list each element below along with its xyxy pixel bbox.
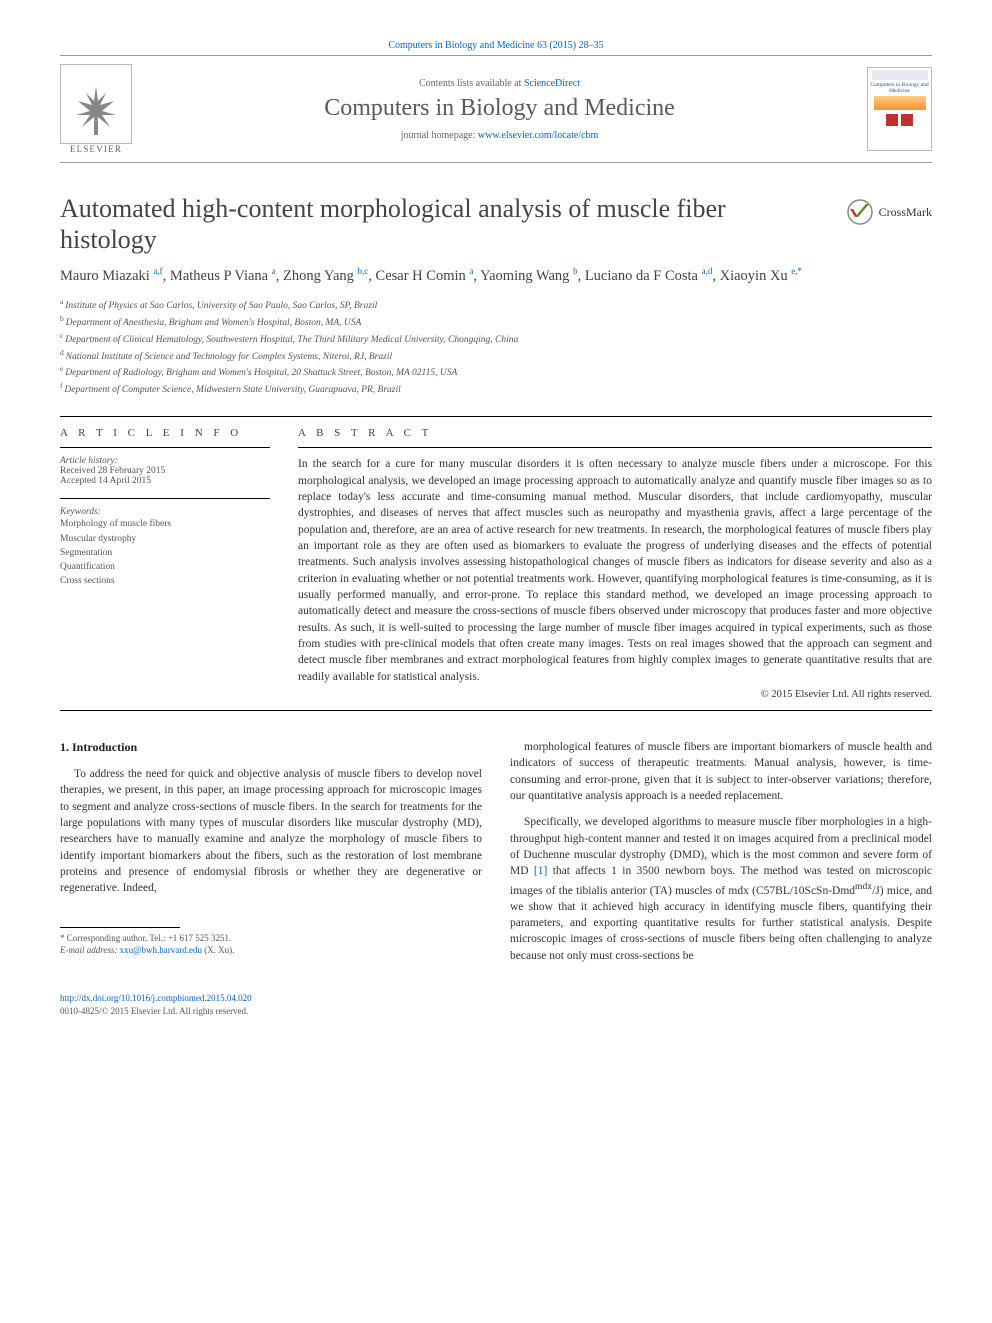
accepted-date: Accepted 14 April 2015 [60, 476, 270, 486]
sciencedirect-link[interactable]: ScienceDirect [524, 78, 580, 89]
journal-cover-thumbnail: Computers in Biology and Medicine [867, 67, 932, 151]
received-date: Received 28 February 2015 [60, 466, 270, 476]
corr-email-link[interactable]: xxu@bwh.harvard.edu [120, 945, 202, 955]
article-title: Automated high-content morphological ana… [60, 193, 827, 255]
author-name: , Yaoming Wang [473, 268, 573, 284]
journal-homepage-link[interactable]: www.elsevier.com/locate/cbm [478, 130, 598, 141]
keyword: Cross sections [60, 574, 270, 588]
body-paragraph: Specifically, we developed algorithms to… [510, 814, 932, 964]
superscript: mdx [855, 881, 872, 892]
author-name: , Luciano da F Costa [578, 268, 702, 284]
crossmark-icon [847, 199, 873, 225]
issn-copyright-line: 0010-4825/© 2015 Elsevier Ltd. All right… [60, 1006, 248, 1016]
doi-link[interactable]: http://dx.doi.org/10.1016/j.compbiomed.2… [60, 993, 252, 1003]
keywords-label: Keywords: [60, 507, 270, 517]
abstract-text: In the search for a cure for many muscul… [298, 456, 932, 685]
elsevier-tree-icon [60, 64, 132, 144]
author-affil-sup: a,d [702, 266, 713, 276]
cover-caption: Computers in Biology and Medicine [870, 82, 929, 94]
section-1-heading: 1. Introduction [60, 739, 482, 756]
divider-rule-2 [60, 710, 932, 711]
homepage-prefix: journal homepage: [401, 130, 478, 141]
author-name: , Zhong Yang [276, 268, 358, 284]
author-affil-sup: a,f [153, 266, 162, 276]
email-label: E-mail address: [60, 945, 120, 955]
affiliation-line: f Department of Computer Science, Midwes… [60, 381, 932, 398]
abstract-copyright: © 2015 Elsevier Ltd. All rights reserved… [298, 689, 932, 700]
body-paragraph: morphological features of muscle fibers … [510, 739, 932, 804]
author-affil-sup: b,c [358, 266, 369, 276]
author-name: , Cesar H Comin [368, 268, 469, 284]
footnote-rule [60, 927, 180, 928]
abstract-heading: A B S T R A C T [298, 427, 932, 439]
affiliation-line: c Department of Clinical Hematology, Sou… [60, 331, 932, 348]
body-paragraph: To address the need for quick and object… [60, 766, 482, 897]
journal-masthead: ELSEVIER Contents lists available at Sci… [60, 55, 932, 163]
affiliation-line: b Department of Anesthesia, Brigham and … [60, 314, 932, 331]
author-name: , Matheus P Viana [163, 268, 272, 284]
corresponding-author-footnote: * Corresponding author. Tel.: +1 617 525… [60, 932, 482, 957]
affiliation-line: d National Institute of Science and Tech… [60, 348, 932, 365]
divider-rule [60, 416, 932, 417]
crossmark-label: CrossMark [879, 205, 932, 220]
body-column-left: 1. Introduction To address the need for … [60, 739, 482, 974]
contents-available-line: Contents lists available at ScienceDirec… [132, 78, 867, 89]
body-column-right: morphological features of muscle fibers … [510, 739, 932, 974]
keyword: Muscular dystrophy [60, 532, 270, 546]
author-name: Mauro Miazaki [60, 268, 153, 284]
elsevier-wordmark: ELSEVIER [70, 144, 122, 154]
journal-name: Computers in Biology and Medicine [132, 95, 867, 122]
contents-prefix: Contents lists available at [419, 78, 524, 89]
running-head: Computers in Biology and Medicine 63 (20… [60, 40, 932, 51]
abstract-column: A B S T R A C T In the search for a cure… [298, 427, 932, 700]
email-suffix: (X. Xu). [202, 945, 235, 955]
article-info-heading: A R T I C L E I N F O [60, 427, 270, 439]
author-name: , Xiaoyin Xu [712, 268, 791, 284]
affiliation-list: a Institute of Physics at Sao Carlos, Un… [60, 297, 932, 399]
journal-homepage-line: journal homepage: www.elsevier.com/locat… [132, 130, 867, 141]
corr-author-line: * Corresponding author. Tel.: +1 617 525… [60, 932, 482, 945]
citation-ref[interactable]: [1] [534, 865, 547, 877]
author-list: Mauro Miazaki a,f, Matheus P Viana a, Zh… [60, 265, 932, 286]
elsevier-logo-block: ELSEVIER [60, 64, 132, 154]
keyword: Quantification [60, 560, 270, 574]
article-history-label: Article history: [60, 456, 270, 466]
article-info-column: A R T I C L E I N F O Article history: R… [60, 427, 270, 700]
keyword: Morphology of muscle fibers [60, 517, 270, 531]
keywords-list: Morphology of muscle fibersMuscular dyst… [60, 517, 270, 588]
keyword: Segmentation [60, 546, 270, 560]
affiliation-line: e Department of Radiology, Brigham and W… [60, 364, 932, 381]
affiliation-line: a Institute of Physics at Sao Carlos, Un… [60, 297, 932, 314]
author-affil-sup: e,* [791, 266, 802, 276]
running-head-link[interactable]: Computers in Biology and Medicine 63 (20… [388, 40, 603, 51]
page-footer: http://dx.doi.org/10.1016/j.compbiomed.2… [60, 992, 932, 1017]
crossmark-badge[interactable]: CrossMark [847, 199, 932, 225]
